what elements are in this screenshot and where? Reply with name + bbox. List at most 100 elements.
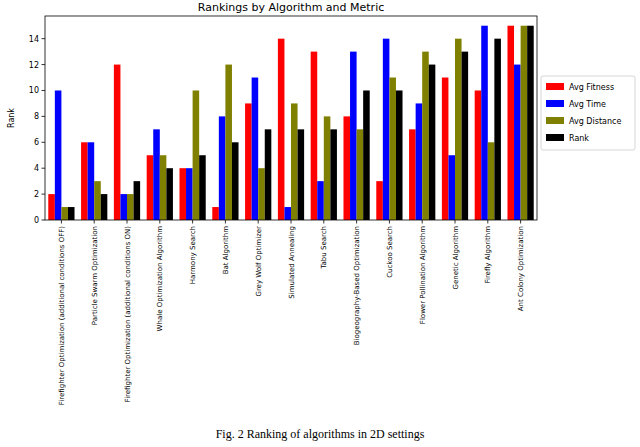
bar [147, 155, 154, 220]
bar [521, 26, 528, 220]
bar [291, 103, 298, 220]
x-tick-label: Whale Optimization Algorithm [156, 226, 164, 332]
bar [383, 39, 390, 220]
bar [416, 103, 423, 220]
y-tick-label: 14 [29, 35, 39, 44]
legend-swatch [546, 100, 564, 107]
bar [357, 129, 364, 220]
y-tick [42, 116, 46, 117]
bars [48, 26, 533, 220]
title: Rankings by Algorithm and Metric [198, 1, 384, 14]
y-tick [42, 194, 46, 195]
bar [101, 194, 108, 220]
x-tick-label: Flower Pollination Algorithm [419, 226, 427, 324]
bar [212, 207, 219, 220]
bar [330, 129, 337, 220]
bar [265, 129, 272, 220]
x-tick [389, 220, 390, 224]
y-tick [42, 90, 46, 91]
bar [363, 90, 370, 220]
bar [429, 65, 436, 220]
y-axis-label: Rank [7, 108, 16, 128]
x-tick [455, 220, 456, 224]
bar [324, 116, 331, 220]
legend-label: Avg Distance [569, 117, 621, 126]
bar [61, 207, 68, 220]
legend-label: Avg Time [569, 100, 606, 109]
y-tick-label: 4 [34, 164, 39, 173]
x-tick [323, 220, 324, 224]
bar [48, 194, 55, 220]
x-tick [159, 220, 160, 224]
x-tick-label: Genetic Algorithm [452, 226, 460, 290]
bar [488, 142, 495, 220]
legend [541, 76, 635, 150]
y-tick [42, 38, 46, 39]
bar [422, 52, 429, 220]
bar [193, 90, 200, 220]
x-tick [127, 220, 128, 224]
bar [120, 194, 127, 220]
x-tick-label: Grey Wolf Optimizer [255, 226, 263, 297]
bar [311, 52, 318, 220]
legend-label: Rank [569, 134, 589, 143]
bar [448, 155, 455, 220]
bar [462, 52, 469, 220]
y-tick-label: 6 [34, 138, 39, 147]
x-tick-label: Firefighter Optimization (additional con… [124, 226, 132, 403]
bar [81, 142, 88, 220]
chart: Rankings by Algorithm and Metric 0 2 4 6 8 10 1… [0, 0, 640, 447]
bar [219, 116, 226, 220]
bar [134, 181, 141, 220]
bar [179, 168, 186, 220]
bar [376, 181, 383, 220]
bar [350, 52, 357, 220]
bar [278, 39, 285, 220]
y-tick-label: 0 [34, 216, 39, 225]
bar [153, 129, 160, 220]
x-tick-label: Cuckoo Search [386, 226, 394, 278]
x-tick [192, 220, 193, 224]
bar [258, 168, 265, 220]
bar [160, 155, 167, 220]
bar [88, 142, 95, 220]
bar [455, 39, 462, 220]
bar [225, 65, 232, 220]
bar [481, 26, 488, 220]
x-tick [356, 220, 357, 224]
bar [55, 90, 62, 220]
bar [409, 129, 416, 220]
legend-label: Avg Fitness [569, 83, 614, 92]
y-tick-label: 8 [34, 112, 39, 121]
legend-swatch [546, 83, 564, 90]
bar [298, 129, 305, 220]
bar [317, 181, 324, 220]
x-tick [61, 220, 62, 224]
legend-swatch [546, 134, 564, 141]
x-tick [225, 220, 226, 224]
y-tick [42, 168, 46, 169]
bar [166, 168, 173, 220]
plot-frame [45, 16, 537, 220]
y-tick-label: 10 [29, 86, 39, 95]
bar [284, 207, 291, 220]
bar [494, 39, 501, 220]
bar [114, 65, 121, 220]
x-tick [291, 220, 292, 224]
y-tick [42, 220, 46, 221]
x-tick-label: Tabu Search [320, 226, 328, 270]
x-tick [94, 220, 95, 224]
y-tick-label: 2 [34, 190, 39, 199]
x-tick [258, 220, 259, 224]
y-tick-label: 12 [29, 61, 39, 70]
bar [232, 142, 239, 220]
bar [475, 90, 482, 220]
bar [507, 26, 514, 220]
caption: Fig. 2 Ranking of algorithms in 2D setti… [216, 427, 425, 441]
x-tick [487, 220, 488, 224]
x-tick-label: Biogeography-Based Optimization [353, 226, 361, 345]
bar [94, 181, 101, 220]
bar [442, 78, 449, 220]
bar [514, 65, 521, 220]
y-tick [42, 64, 46, 65]
